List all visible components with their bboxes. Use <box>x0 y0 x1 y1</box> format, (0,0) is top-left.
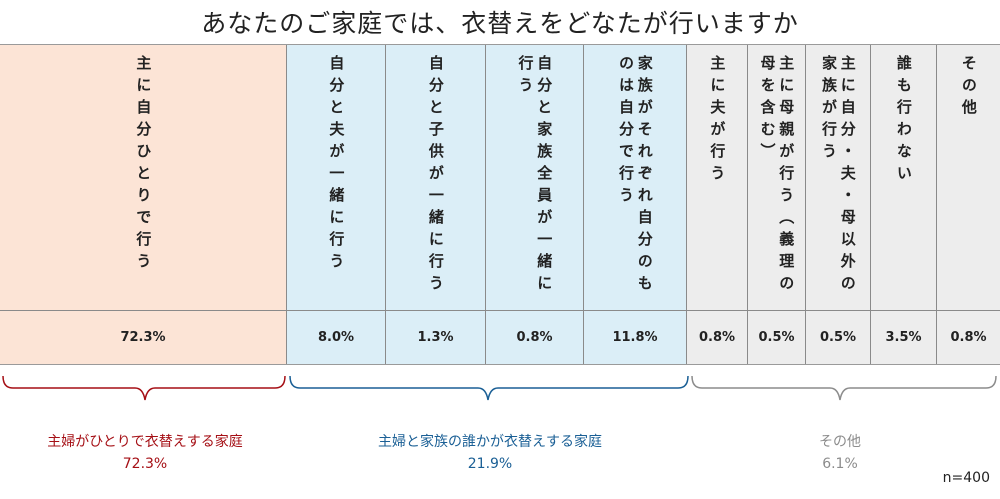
category-label: 主に自分・夫・母以外の家族が行う <box>820 55 857 297</box>
value-label: 0.5% <box>758 330 795 345</box>
bracket-self <box>2 375 286 401</box>
group-family-value: 21.9% <box>467 456 513 472</box>
bracket-family <box>289 375 689 401</box>
group-family-name: 主婦と家族の誰かが衣替えする家庭 <box>378 434 602 450</box>
group-self-value: 72.3% <box>122 456 168 472</box>
value-label: 1.3% <box>417 330 454 345</box>
group-brackets <box>2 375 997 401</box>
value-label: 0.8% <box>516 330 553 345</box>
column-self-all-family: 自分と家族全員が一緒に行う 0.8% <box>486 45 584 364</box>
column-mother: 主に母親が行う（義理の母を含む） 0.5% <box>748 45 806 364</box>
value-label: 72.3% <box>120 330 166 345</box>
group-other: その他 6.1% <box>760 431 920 475</box>
column-self-husband: 自分と夫が一緒に行う 8.0% <box>287 45 386 364</box>
value-label: 11.8% <box>612 330 658 345</box>
category-label: 主に母親が行う（義理の母を含む） <box>758 55 796 297</box>
column-self-alone: 主に自分ひとりで行う 72.3% <box>0 45 287 364</box>
group-self: 主婦がひとりで衣替えする家庭 72.3% <box>20 431 270 475</box>
group-family: 主婦と家族の誰かが衣替えする家庭 21.9% <box>310 431 670 475</box>
category-label: 自分と子供が一緒に行う <box>426 55 445 297</box>
column-husband: 主に夫が行う 0.8% <box>687 45 748 364</box>
category-label: その他 <box>959 55 978 121</box>
category-label: 自分と家族全員が一緒に行う <box>516 55 554 297</box>
chart-title: あなたのご家庭では、衣替えをどなたが行いますか <box>201 9 799 38</box>
value-label: 0.8% <box>950 330 987 345</box>
response-table: 主に自分ひとりで行う 72.3% 自分と夫が一緒に行う 8.0% 自分と子供が一… <box>0 44 1000 365</box>
group-other-name: その他 <box>819 434 861 450</box>
value-label: 0.5% <box>819 330 857 345</box>
column-other: その他 0.8% <box>937 45 1000 364</box>
category-label: 家族がそれぞれ自分のものは自分で行う <box>617 55 654 297</box>
category-label: 誰も行わない <box>894 55 913 187</box>
column-other-family: 主に自分・夫・母以外の家族が行う 0.5% <box>806 45 871 364</box>
group-self-name: 主婦がひとりで衣替えする家庭 <box>47 434 243 450</box>
value-label: 3.5% <box>885 330 922 345</box>
bracket-other <box>691 375 997 401</box>
sample-size: n=400 <box>942 470 990 486</box>
category-label: 主に夫が行う <box>708 55 727 187</box>
category-label: 自分と夫が一緒に行う <box>327 55 346 275</box>
column-nobody: 誰も行わない 3.5% <box>871 45 937 364</box>
group-other-value: 6.1% <box>822 456 858 472</box>
value-label: 8.0% <box>317 330 355 345</box>
column-each-own: 家族がそれぞれ自分のものは自分で行う 11.8% <box>584 45 687 364</box>
column-self-children: 自分と子供が一緒に行う 1.3% <box>386 45 486 364</box>
value-label: 0.8% <box>698 330 736 345</box>
category-label: 主に自分ひとりで行う <box>134 55 153 275</box>
